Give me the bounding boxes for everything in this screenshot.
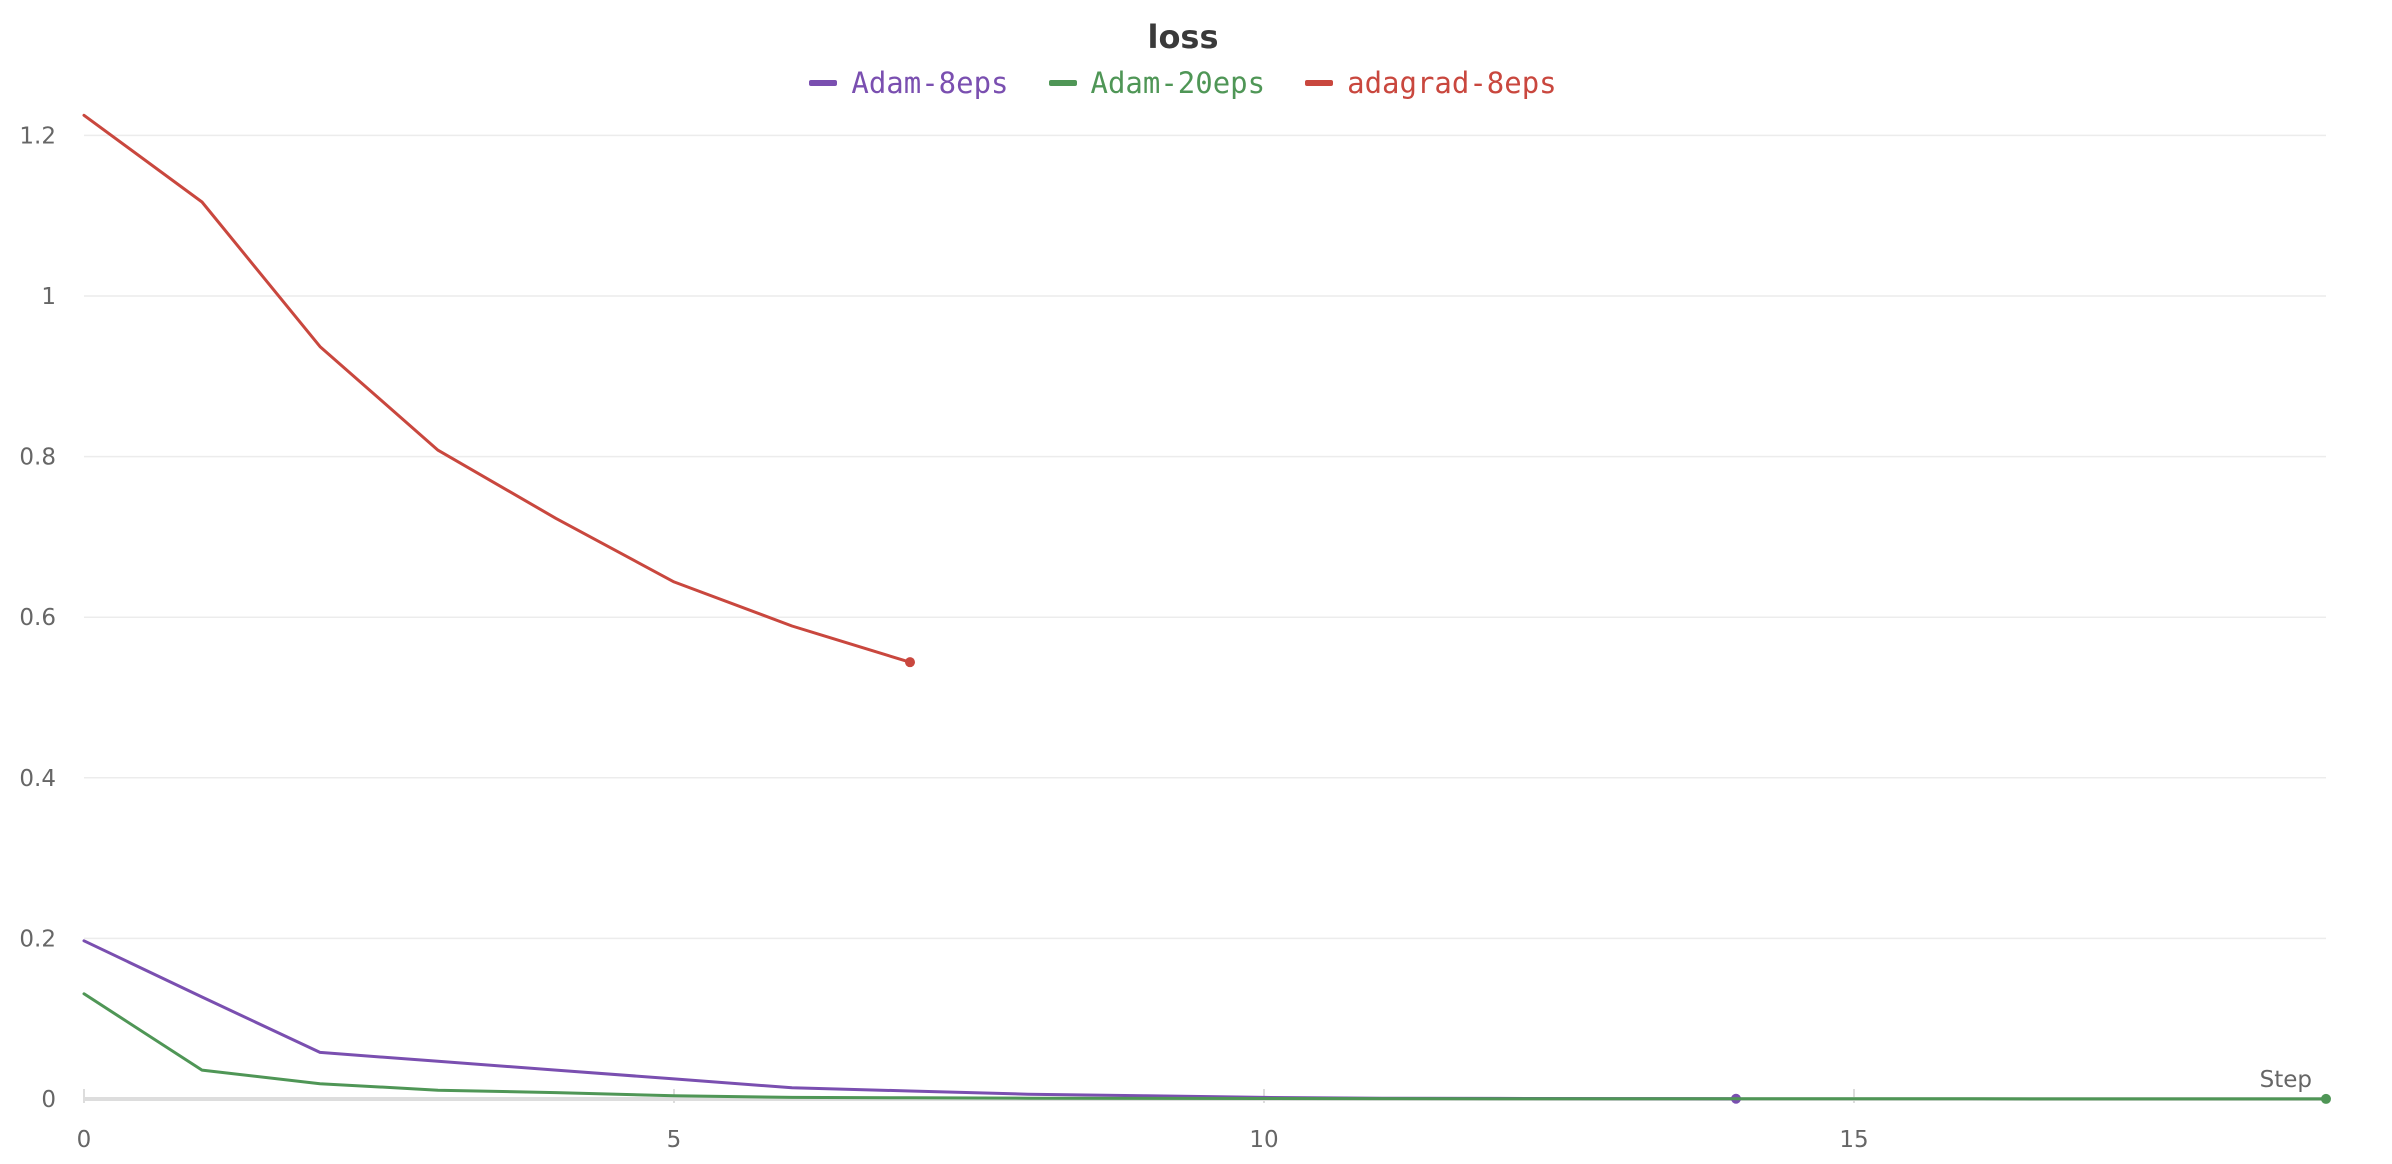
series-end-point-adam-20eps[interactable]	[2321, 1093, 2331, 1104]
series-line-adagrad-8eps[interactable]	[82, 113, 912, 664]
legend-label-adam-8eps: Adam-8eps	[851, 66, 1009, 100]
legend-item-adam-8eps[interactable]: Adam-8eps	[809, 66, 1009, 100]
x-tick-label: 5	[667, 1127, 682, 1153]
legend-swatch-adam-8eps	[809, 80, 838, 86]
y-tick-label: 1.2	[19, 123, 56, 149]
chart-legend: Adam-8eps Adam-20eps adagrad-8eps	[0, 66, 2366, 100]
x-tick-label: 0	[77, 1127, 92, 1153]
x-tick-label: 15	[1839, 1127, 1868, 1153]
series-line-adam-20eps[interactable]	[82, 992, 2328, 1101]
legend-item-adagrad-8eps[interactable]: adagrad-8eps	[1305, 66, 1557, 100]
tick-labels: 0 0.2 0.4 0.6 0.8 1 1.2 0 5 10 15 Step	[19, 123, 2312, 1153]
y-tick-label: 1	[41, 284, 56, 310]
y-tick-label: 0.8	[19, 445, 56, 471]
legend-label-adagrad-8eps: adagrad-8eps	[1347, 66, 1557, 100]
legend-swatch-adam-20eps	[1048, 80, 1077, 86]
y-tick-label: 0	[41, 1087, 56, 1113]
x-tick-label: 10	[1249, 1127, 1278, 1153]
y-tick-label: 0.6	[19, 605, 56, 631]
chart-title: loss	[1147, 18, 1219, 56]
legend-item-adam-20eps[interactable]: Adam-20eps	[1048, 66, 1266, 100]
x-axis-title: Step	[2260, 1067, 2312, 1093]
series-end-point-adagrad-8eps[interactable]	[905, 657, 915, 668]
y-tick-label: 0.2	[19, 926, 56, 952]
y-tick-label: 0.4	[19, 766, 56, 792]
legend-label-adam-20eps: Adam-20eps	[1090, 66, 1266, 100]
legend-swatch-adagrad-8eps	[1305, 80, 1334, 86]
series-lines	[82, 113, 2331, 1104]
series-line-adam-8eps[interactable]	[82, 939, 1738, 1101]
grid-lines	[84, 134, 2326, 940]
